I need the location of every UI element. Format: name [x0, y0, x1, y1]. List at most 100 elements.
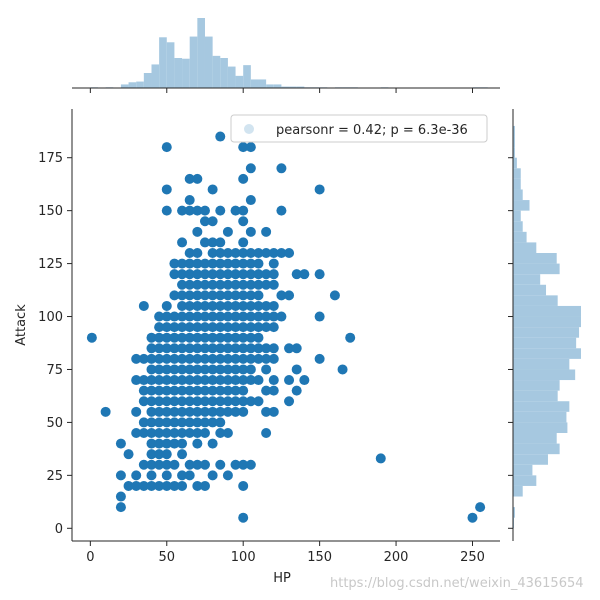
- scatter-point: [161, 184, 172, 195]
- right-hist-bar: [513, 358, 570, 370]
- scatter-point: [268, 406, 279, 417]
- scatter-point: [215, 237, 226, 248]
- scatter-point: [245, 226, 256, 237]
- scatter-point: [177, 300, 188, 311]
- scatter-point: [238, 343, 249, 354]
- scatter-point: [177, 364, 188, 375]
- right-hist-bar: [513, 157, 517, 169]
- top-hist-bar: [182, 58, 190, 88]
- top-hist-bar: [120, 84, 129, 88]
- scatter-point: [115, 438, 126, 449]
- scatter-point: [131, 406, 142, 417]
- scatter-point: [192, 300, 203, 311]
- scatter-point: [230, 279, 241, 290]
- legend: pearsonr = 0.42; p = 6.3e-36: [230, 114, 488, 143]
- scatter-point: [268, 269, 279, 280]
- scatter-point: [131, 353, 142, 364]
- y-tick-label: 25: [46, 469, 63, 484]
- top-hist-bar: [174, 58, 183, 88]
- scatter-point: [177, 375, 188, 386]
- scatter-point: [154, 449, 165, 460]
- scatter-point: [154, 332, 165, 343]
- scatter-point: [215, 428, 226, 438]
- scatter-point: [268, 385, 279, 396]
- scatter-point: [207, 406, 218, 417]
- scatter-point: [238, 459, 249, 470]
- scatter-point: [169, 375, 180, 386]
- scatter-point: [192, 480, 203, 491]
- scatter-point: [146, 428, 157, 438]
- x-tick-label: 100: [231, 550, 256, 565]
- scatter-point: [253, 343, 264, 354]
- scatter-point: [177, 258, 188, 269]
- scatter-point: [230, 322, 241, 333]
- scatter-point: [192, 353, 203, 364]
- scatter-point: [154, 428, 165, 438]
- scatter-point: [230, 375, 241, 386]
- x-tick-label: 50: [158, 550, 175, 565]
- top-hist-bar: [258, 79, 267, 88]
- top-hist-bar: [136, 81, 144, 88]
- scatter-point: [199, 396, 210, 407]
- scatter-point: [314, 184, 325, 195]
- scatter-point: [253, 248, 264, 258]
- scatter-point: [138, 385, 149, 396]
- right-hist-bar: [513, 274, 541, 285]
- scatter-point: [169, 480, 180, 491]
- scatter-point: [177, 470, 188, 481]
- scatter-point: [222, 258, 233, 269]
- scatter-point: [230, 258, 241, 269]
- scatter-point: [291, 269, 302, 280]
- scatter-point: [192, 258, 203, 269]
- scatter-point: [238, 300, 249, 311]
- top-hist-bar: [243, 65, 251, 88]
- scatter-point: [245, 279, 256, 290]
- right-hist-bar: [513, 464, 533, 476]
- x-axis-title: HP: [273, 571, 291, 586]
- scatter-point: [222, 290, 233, 301]
- right-hist-bar: [513, 369, 576, 381]
- right-hist-bar: [513, 242, 537, 253]
- scatter-point: [276, 311, 287, 322]
- scatter-point: [268, 300, 279, 311]
- scatter-point: [261, 385, 272, 396]
- scatter-point: [184, 428, 195, 438]
- scatter-point: [86, 332, 97, 343]
- scatter-point: [299, 269, 310, 280]
- scatter-point: [230, 248, 241, 258]
- scatter-point: [184, 459, 195, 470]
- scatter-point: [177, 449, 188, 460]
- scatter-point: [177, 237, 188, 248]
- scatter-point: [169, 343, 180, 354]
- scatter-point: [238, 353, 249, 364]
- scatter-point: [177, 385, 188, 396]
- scatter-point: [291, 385, 302, 396]
- right-hist-bar: [513, 253, 557, 264]
- scatter-point: [245, 311, 256, 322]
- scatter-point: [177, 396, 188, 407]
- scatter-point: [177, 438, 188, 449]
- scatter-point: [146, 417, 157, 428]
- scatter-point: [161, 332, 172, 343]
- scatter-point: [199, 406, 210, 417]
- scatter-point: [261, 322, 272, 333]
- scatter-point: [261, 269, 272, 280]
- right-hist-bar: [513, 411, 567, 423]
- scatter-point: [199, 364, 210, 375]
- scatter-point: [215, 396, 226, 407]
- scatter-point: [268, 248, 279, 258]
- x-tick-label: 0: [86, 550, 94, 565]
- scatter-point: [284, 375, 295, 386]
- right-hist-bar: [513, 348, 581, 359]
- scatter-point: [245, 163, 256, 174]
- scatter-point: [253, 375, 264, 386]
- scatter-point: [222, 343, 233, 354]
- scatter-point: [207, 300, 218, 311]
- scatter-point: [146, 438, 157, 449]
- scatter-point: [245, 343, 256, 354]
- top-marginal-histogram: [72, 18, 500, 93]
- top-histogram-ticks: [89, 88, 473, 93]
- scatter-point: [253, 396, 264, 407]
- scatter-point: [238, 205, 249, 216]
